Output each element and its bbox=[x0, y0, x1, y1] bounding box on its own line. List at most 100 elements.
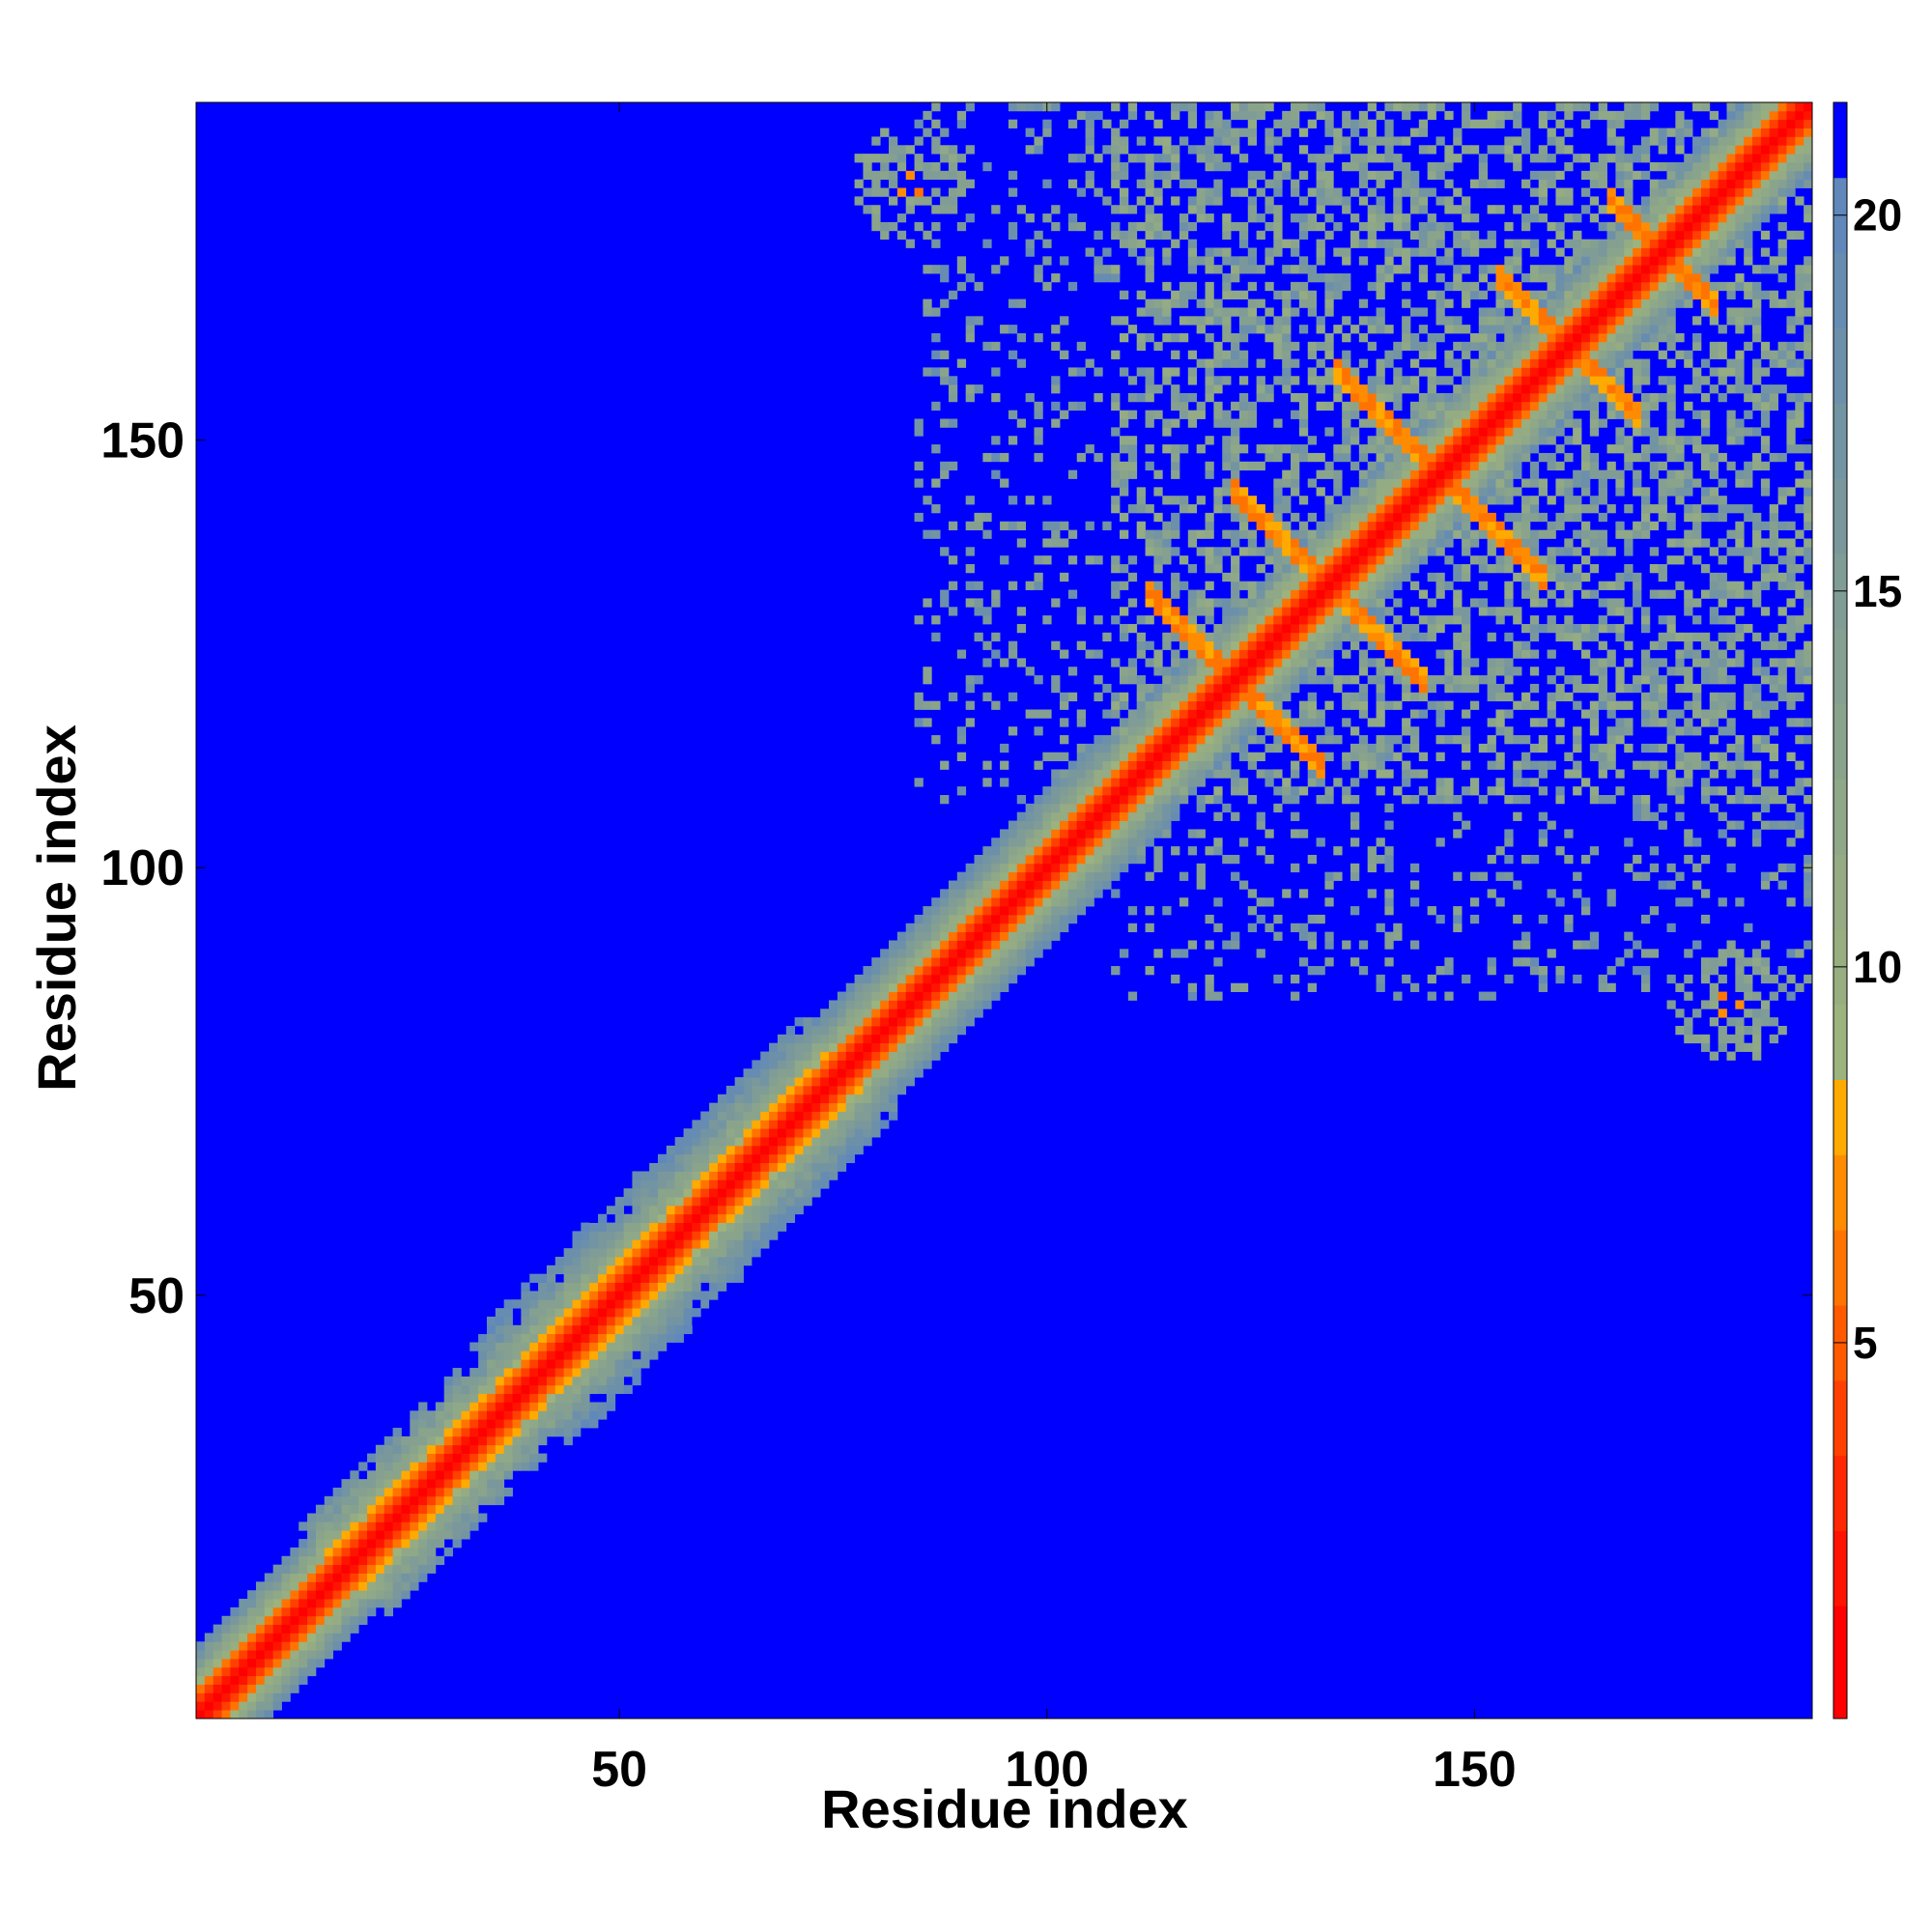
heatmap-cell bbox=[1427, 145, 1436, 155]
heatmap-cell bbox=[974, 854, 983, 865]
heatmap-cell bbox=[1256, 658, 1265, 668]
heatmap-cell bbox=[401, 1590, 411, 1600]
heatmap-cell bbox=[914, 982, 923, 992]
heatmap-cell bbox=[1393, 667, 1403, 676]
heatmap-cell bbox=[495, 1419, 505, 1429]
heatmap-cell bbox=[1256, 325, 1265, 334]
heatmap-cell bbox=[350, 1547, 359, 1557]
heatmap-cell bbox=[1427, 110, 1436, 121]
heatmap-cell bbox=[350, 1573, 359, 1582]
heatmap-cell bbox=[1247, 213, 1258, 223]
heatmap-cell bbox=[563, 1257, 573, 1266]
heatmap-cell bbox=[1145, 529, 1154, 539]
heatmap-cell bbox=[1222, 752, 1232, 761]
heatmap-cell bbox=[829, 1094, 838, 1104]
heatmap-cell bbox=[589, 1273, 599, 1283]
heatmap-cell bbox=[598, 1222, 608, 1232]
heatmap-cell bbox=[931, 914, 941, 924]
heatmap-cell bbox=[1504, 658, 1514, 668]
heatmap-cell bbox=[880, 982, 890, 992]
heatmap-cell bbox=[1196, 187, 1206, 197]
heatmap-cell bbox=[1076, 607, 1086, 616]
heatmap-cell bbox=[1435, 316, 1445, 326]
heatmap-cell bbox=[1462, 478, 1471, 488]
heatmap-cell bbox=[521, 1444, 530, 1454]
heatmap-cell bbox=[845, 1042, 855, 1052]
heatmap-cell bbox=[931, 333, 941, 343]
heatmap-cell bbox=[435, 1435, 445, 1446]
heatmap-cell bbox=[1247, 692, 1258, 702]
heatmap-cell bbox=[1324, 128, 1334, 137]
heatmap-cell bbox=[1469, 410, 1480, 419]
heatmap-cell bbox=[1402, 683, 1411, 694]
heatmap-cell bbox=[1153, 136, 1163, 146]
heatmap-cell bbox=[1291, 863, 1300, 873]
heatmap-cell bbox=[1469, 598, 1480, 608]
heatmap-cell bbox=[725, 1239, 736, 1249]
heatmap-cell bbox=[1418, 461, 1429, 471]
heatmap-cell bbox=[769, 1102, 779, 1112]
heatmap-cell bbox=[940, 1009, 950, 1018]
heatmap-cell bbox=[940, 205, 950, 214]
heatmap-cell bbox=[1495, 478, 1505, 488]
heatmap-cell bbox=[1324, 341, 1334, 352]
heatmap-cell bbox=[837, 1034, 847, 1044]
heatmap-cell bbox=[239, 1666, 248, 1677]
heatmap-cell bbox=[1162, 743, 1172, 753]
heatmap-cell bbox=[1179, 221, 1189, 232]
heatmap-cell bbox=[452, 1488, 462, 1497]
heatmap-cell bbox=[923, 966, 932, 976]
heatmap-cell bbox=[1324, 529, 1334, 539]
heatmap-cell bbox=[1171, 949, 1180, 958]
heatmap-cell bbox=[1418, 436, 1429, 445]
heatmap-cell bbox=[674, 1316, 684, 1326]
heatmap-cell bbox=[1409, 478, 1420, 488]
heatmap-cell bbox=[1307, 615, 1317, 625]
heatmap-cell bbox=[1187, 709, 1198, 719]
heatmap-cell bbox=[896, 982, 907, 992]
heatmap-cell bbox=[1231, 598, 1240, 608]
heatmap-cell bbox=[658, 1239, 668, 1249]
heatmap-cell bbox=[1478, 290, 1489, 299]
heatmap-cell bbox=[1376, 615, 1385, 625]
heatmap-cell bbox=[452, 1376, 462, 1386]
heatmap-cell bbox=[1111, 205, 1121, 214]
heatmap-cell bbox=[452, 1530, 462, 1540]
heatmap-cell bbox=[1273, 658, 1283, 668]
heatmap-cell bbox=[658, 1179, 668, 1189]
heatmap-cell bbox=[1358, 161, 1369, 172]
heatmap-cell bbox=[1367, 401, 1377, 412]
heatmap-cell bbox=[1393, 136, 1403, 146]
heatmap-cell bbox=[948, 555, 958, 565]
heatmap-cell bbox=[529, 1376, 539, 1386]
heatmap-cell bbox=[1393, 247, 1403, 257]
heatmap-cell bbox=[538, 1435, 548, 1446]
heatmap-cell bbox=[1145, 547, 1154, 556]
heatmap-cell bbox=[1162, 376, 1172, 385]
heatmap-cell bbox=[1171, 298, 1180, 308]
heatmap-cell bbox=[1367, 487, 1377, 497]
heatmap-cell bbox=[264, 1624, 274, 1634]
heatmap-cell bbox=[1307, 307, 1317, 317]
heatmap-cell bbox=[589, 1324, 599, 1335]
heatmap-cell bbox=[854, 982, 864, 992]
heatmap-cell bbox=[752, 1111, 761, 1121]
heatmap-cell bbox=[1042, 863, 1052, 873]
heatmap-cell bbox=[1462, 726, 1471, 736]
heatmap-cell bbox=[1162, 170, 1172, 181]
heatmap-cell bbox=[512, 1428, 522, 1437]
heatmap-cell bbox=[1085, 863, 1094, 873]
heatmap-cell bbox=[1418, 102, 1429, 112]
heatmap-cell bbox=[1462, 384, 1471, 394]
heatmap-cell bbox=[1316, 658, 1325, 668]
heatmap-cell bbox=[1453, 341, 1463, 352]
heatmap-cell bbox=[1444, 615, 1454, 625]
heatmap-cell bbox=[1409, 230, 1420, 241]
heatmap-cell bbox=[1094, 880, 1103, 890]
heatmap-cell bbox=[658, 1299, 668, 1309]
heatmap-cell bbox=[1273, 607, 1283, 616]
heatmap-cell bbox=[1435, 752, 1445, 761]
heatmap-cell bbox=[931, 444, 941, 454]
heatmap-cell bbox=[931, 1009, 941, 1018]
heatmap-cell bbox=[1462, 410, 1471, 419]
